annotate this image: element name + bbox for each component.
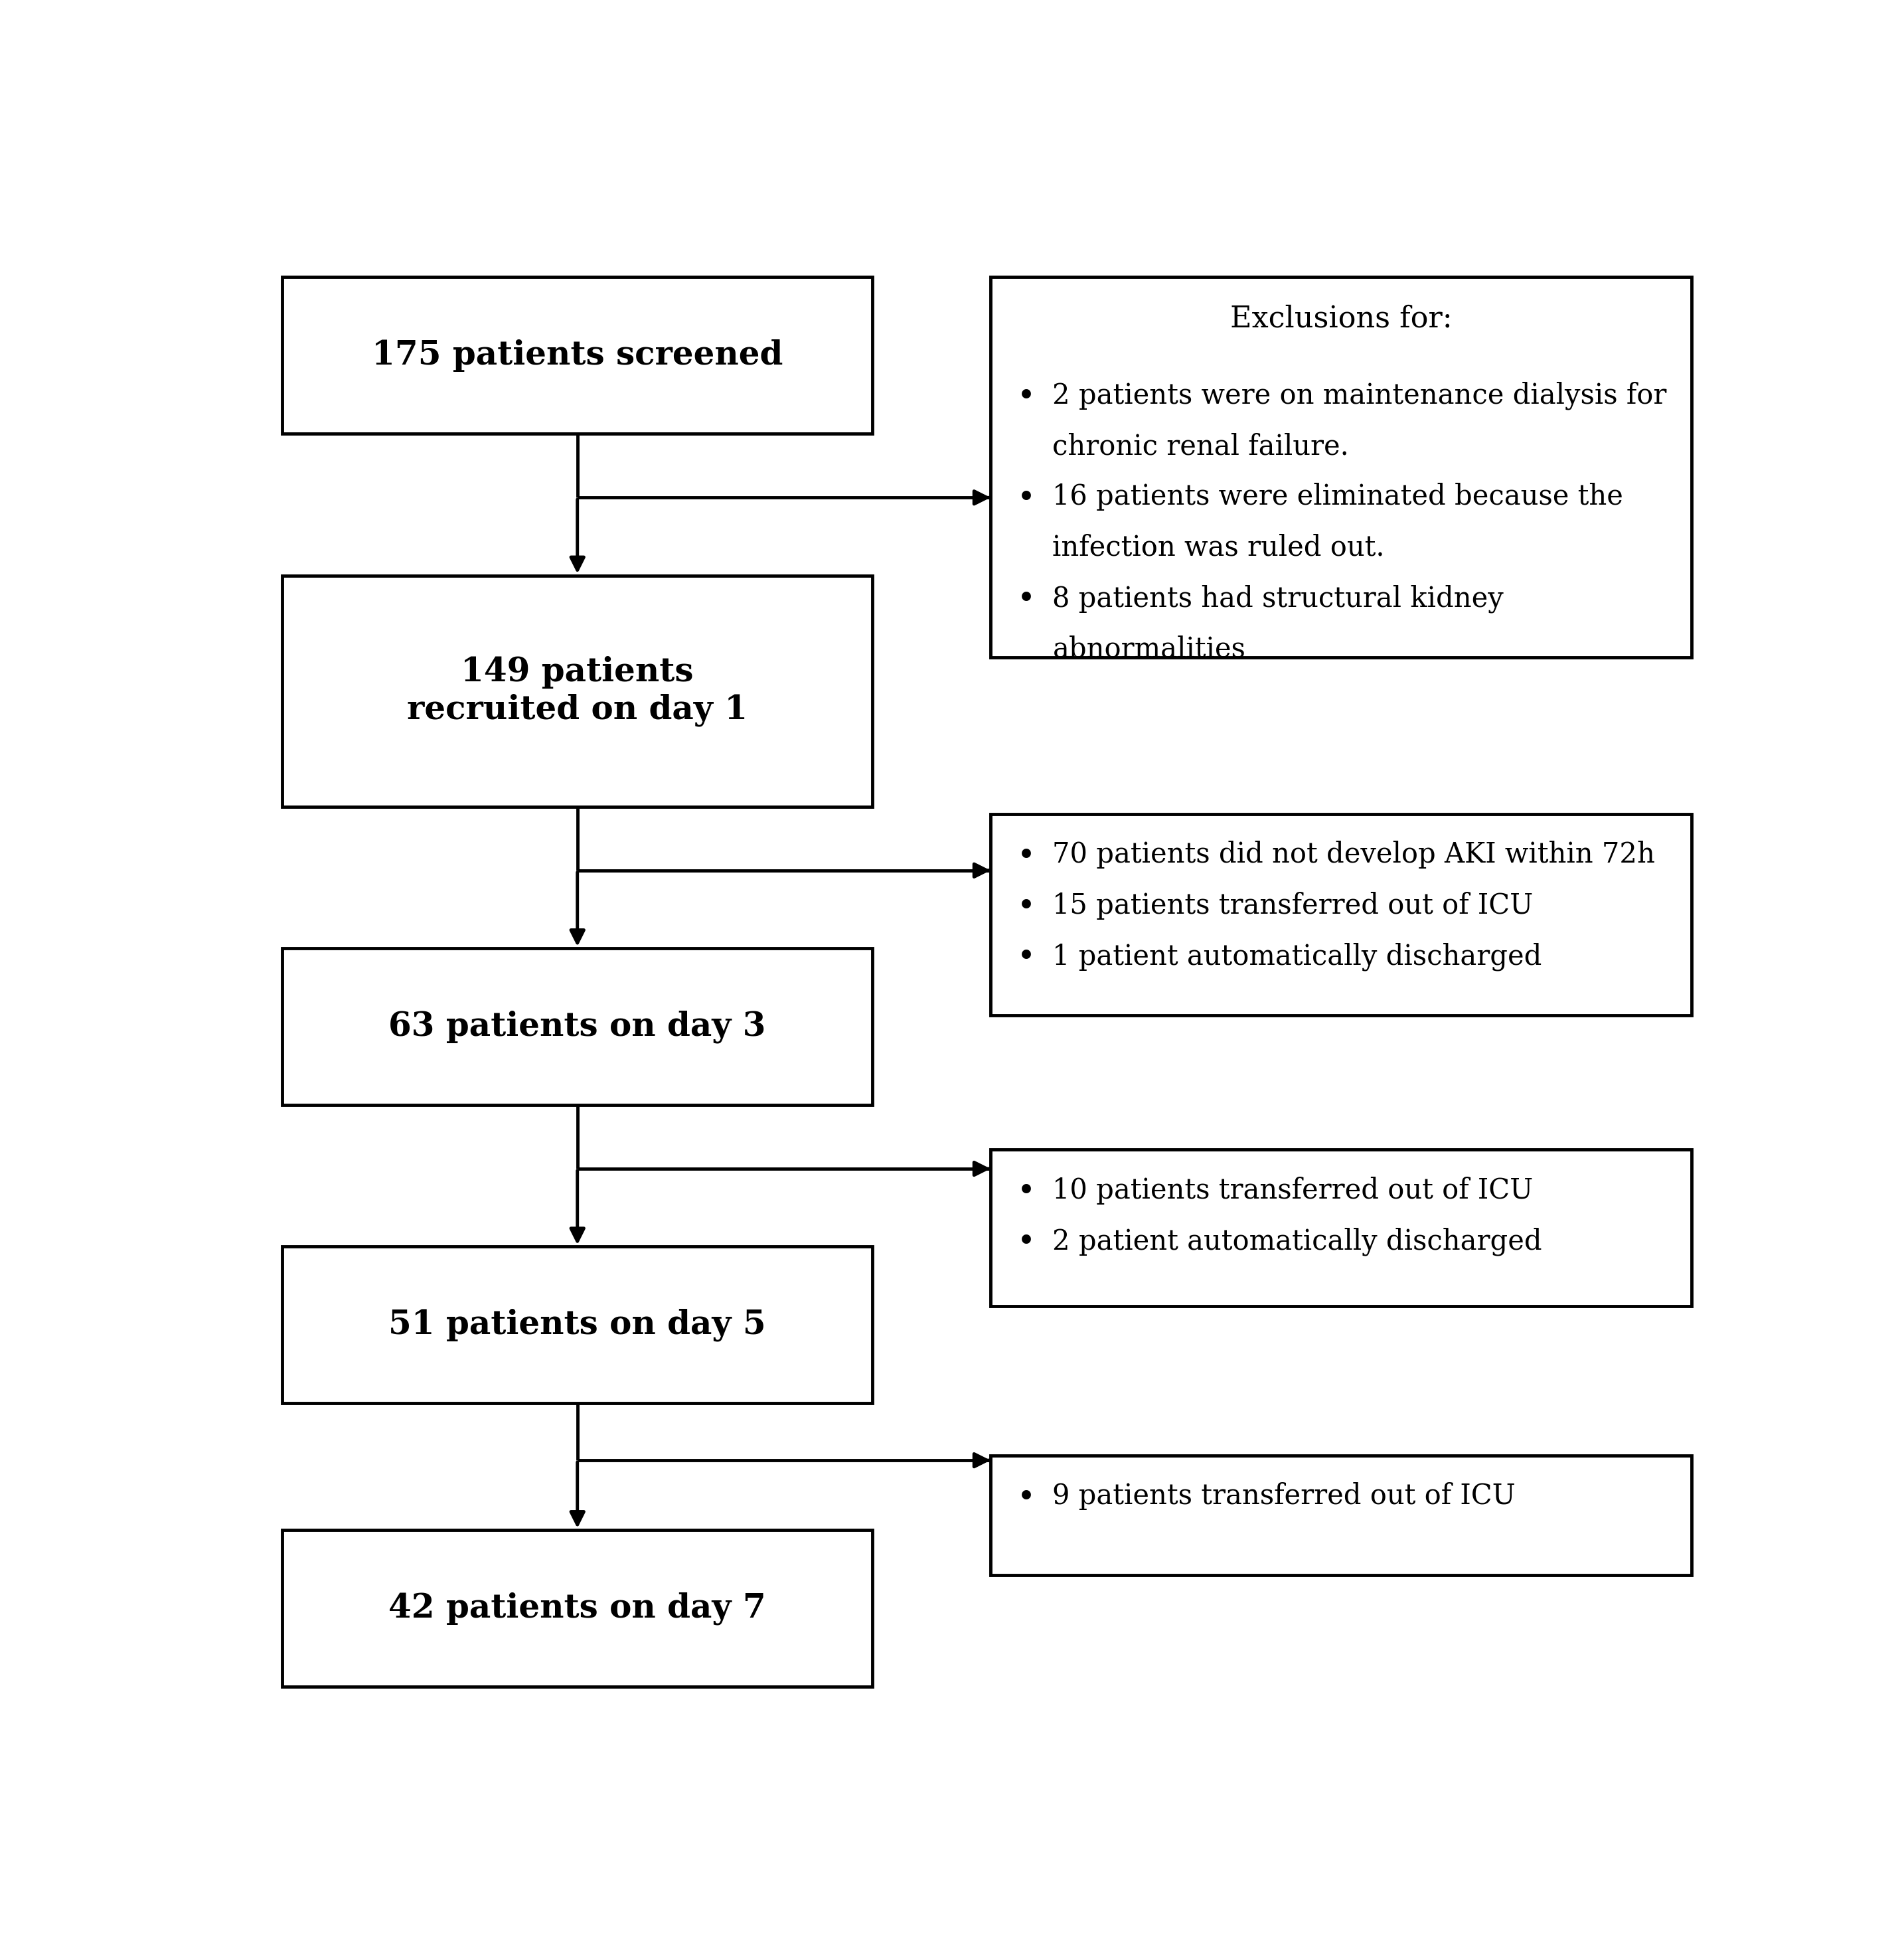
Text: •: • <box>1017 1176 1036 1207</box>
FancyBboxPatch shape <box>990 1455 1691 1575</box>
Text: •: • <box>1017 482 1036 513</box>
FancyBboxPatch shape <box>282 575 872 806</box>
FancyBboxPatch shape <box>990 814 1691 1015</box>
Text: 2 patients were on maintenance dialysis for: 2 patients were on maintenance dialysis … <box>1053 382 1666 411</box>
Text: 70 patients did not develop AKI within 72h: 70 patients did not develop AKI within 7… <box>1053 841 1655 870</box>
Text: 175 patients screened: 175 patients screened <box>371 339 783 372</box>
Text: 15 patients transferred out of ICU: 15 patients transferred out of ICU <box>1053 891 1533 920</box>
Text: infection was ruled out.: infection was ruled out. <box>1053 535 1384 562</box>
Text: chronic renal failure.: chronic renal failure. <box>1053 432 1350 461</box>
Text: •: • <box>1017 1228 1036 1257</box>
Text: 2 patient automatically discharged: 2 patient automatically discharged <box>1053 1228 1542 1255</box>
Text: •: • <box>1017 1482 1036 1513</box>
FancyBboxPatch shape <box>282 1247 872 1402</box>
Text: 9 patients transferred out of ICU: 9 patients transferred out of ICU <box>1053 1482 1516 1511</box>
Text: abnormalities: abnormalities <box>1053 635 1245 662</box>
Text: 8 patients had structural kidney: 8 patients had structural kidney <box>1053 585 1504 612</box>
Text: 16 patients were eliminated because the: 16 patients were eliminated because the <box>1053 482 1624 511</box>
Text: Exclusions for:: Exclusions for: <box>1230 304 1453 333</box>
Text: 42 patients on day 7: 42 patients on day 7 <box>388 1592 765 1625</box>
Text: •: • <box>1017 585 1036 614</box>
FancyBboxPatch shape <box>990 277 1691 657</box>
FancyBboxPatch shape <box>282 277 872 434</box>
Text: •: • <box>1017 943 1036 972</box>
FancyBboxPatch shape <box>990 1151 1691 1306</box>
Text: 63 patients on day 3: 63 patients on day 3 <box>388 1011 765 1044</box>
Text: 149 patients
recruited on day 1: 149 patients recruited on day 1 <box>407 657 748 726</box>
FancyBboxPatch shape <box>282 1530 872 1687</box>
FancyBboxPatch shape <box>282 949 872 1104</box>
Text: 10 patients transferred out of ICU: 10 patients transferred out of ICU <box>1053 1176 1533 1205</box>
Text: •: • <box>1017 841 1036 872</box>
Text: •: • <box>1017 382 1036 413</box>
Text: 51 patients on day 5: 51 patients on day 5 <box>388 1309 765 1342</box>
Text: 1 patient automatically discharged: 1 patient automatically discharged <box>1053 943 1542 970</box>
Text: •: • <box>1017 891 1036 922</box>
